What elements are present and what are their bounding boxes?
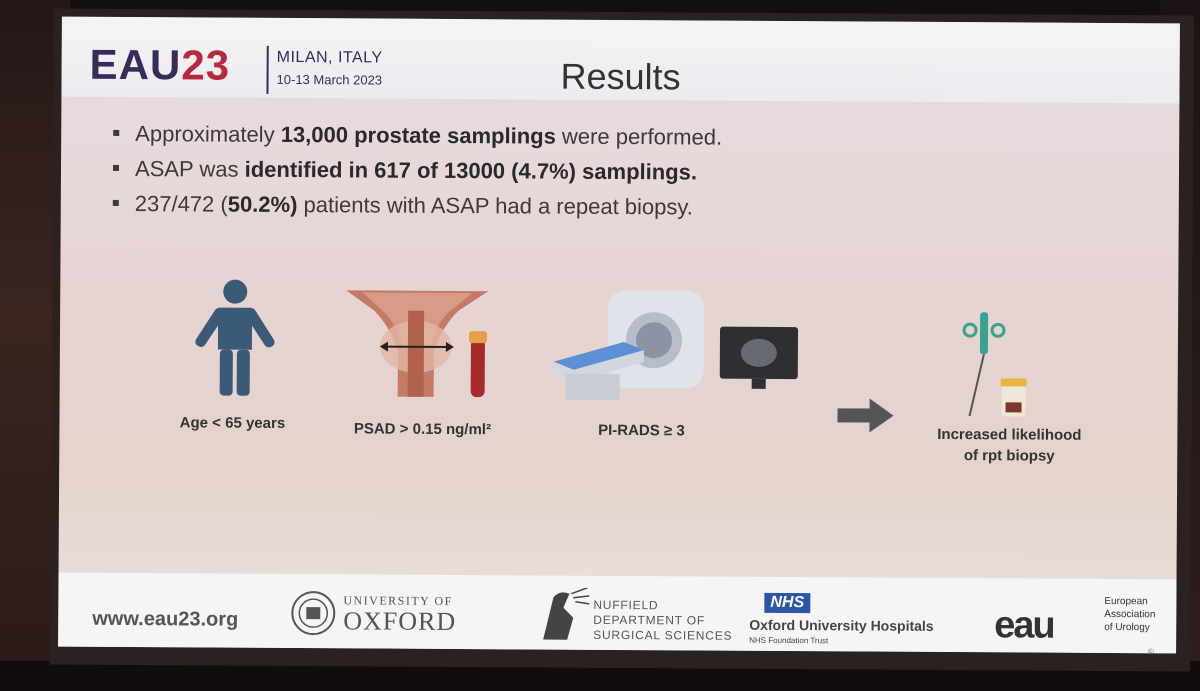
factor-psad-label: PSAD > 0.15 ng/ml² — [353, 420, 492, 439]
outcome-label: Increased likelihood of rpt biopsy — [919, 426, 1099, 465]
eau-line-3: of Urology — [1104, 621, 1150, 634]
nhs-trust-name: NHS Foundation Trust — [749, 635, 829, 646]
eau-name: European Association of Urology — [1104, 595, 1155, 634]
conference-url: www.eau23.org — [92, 607, 239, 631]
oxford-crest-icon — [291, 591, 336, 636]
bullet-bold: 13,000 prostate samplings — [280, 121, 556, 149]
slide-title: Results — [560, 55, 681, 98]
bullet-text: Approximately — [135, 121, 281, 147]
biopsy-needle-icon — [962, 312, 1027, 417]
bullet-text: 237/472 ( — [134, 191, 228, 217]
nuffield-logo-text: NUFFIELD DEPARTMENT OF SURGICAL SCIENCES — [593, 598, 732, 644]
bullet-item: Approximately 13,000 prostate samplings … — [113, 121, 722, 151]
outcome-line-1: Increased likelihood — [937, 425, 1082, 444]
nhs-hospital-name: Oxford University Hospitals — [749, 616, 934, 634]
nuffield-line-3: SURGICAL SCIENCES — [593, 627, 733, 643]
factor-age-label: Age < 65 years — [179, 414, 286, 432]
oxford-logo: UNIVERSITY OF OXFORD — [343, 593, 457, 637]
eau-line-2: Association — [1104, 608, 1156, 621]
nuffield-line-2: DEPARTMENT OF — [593, 612, 706, 628]
nuffield-line-1: NUFFIELD — [593, 597, 659, 613]
bullet-text: patients with ASAP had a repeat biopsy. — [297, 192, 694, 220]
presentation-slide: EAU23 MILAN, ITALY 10-13 March 2023 Resu… — [58, 16, 1180, 654]
prostate-icon — [346, 290, 489, 398]
bullet-text: ASAP was — [134, 156, 245, 182]
outcome-line-2: of rpt biopsy — [963, 447, 1055, 465]
eau-logo: eau — [994, 604, 1054, 647]
person-icon — [195, 279, 275, 396]
mri-scanner-icon — [553, 290, 799, 401]
nuffield-horse-icon — [543, 587, 590, 640]
copyright-mark: © — [1148, 647, 1155, 654]
bullet-text: were performed. — [555, 123, 723, 150]
eau-line-1: European — [1104, 595, 1148, 608]
oxford-name: OXFORD — [343, 606, 457, 637]
arrow-right-icon — [837, 398, 894, 433]
results-bullets: Approximately 13,000 prostate samplings … — [113, 121, 723, 230]
nhs-logo: NHS — [764, 592, 811, 614]
factor-pirads-label: PI-RADS ≥ 3 — [598, 421, 685, 440]
bullet-bold: identified in 617 of 13000 (4.7%) sampli… — [244, 156, 698, 185]
bullet-item: ASAP was identified in 617 of 13000 (4.7… — [113, 156, 722, 186]
bullet-item: 237/472 (50.2%) patients with ASAP had a… — [113, 191, 722, 221]
bullet-bold: 50.2%) — [227, 191, 298, 218]
